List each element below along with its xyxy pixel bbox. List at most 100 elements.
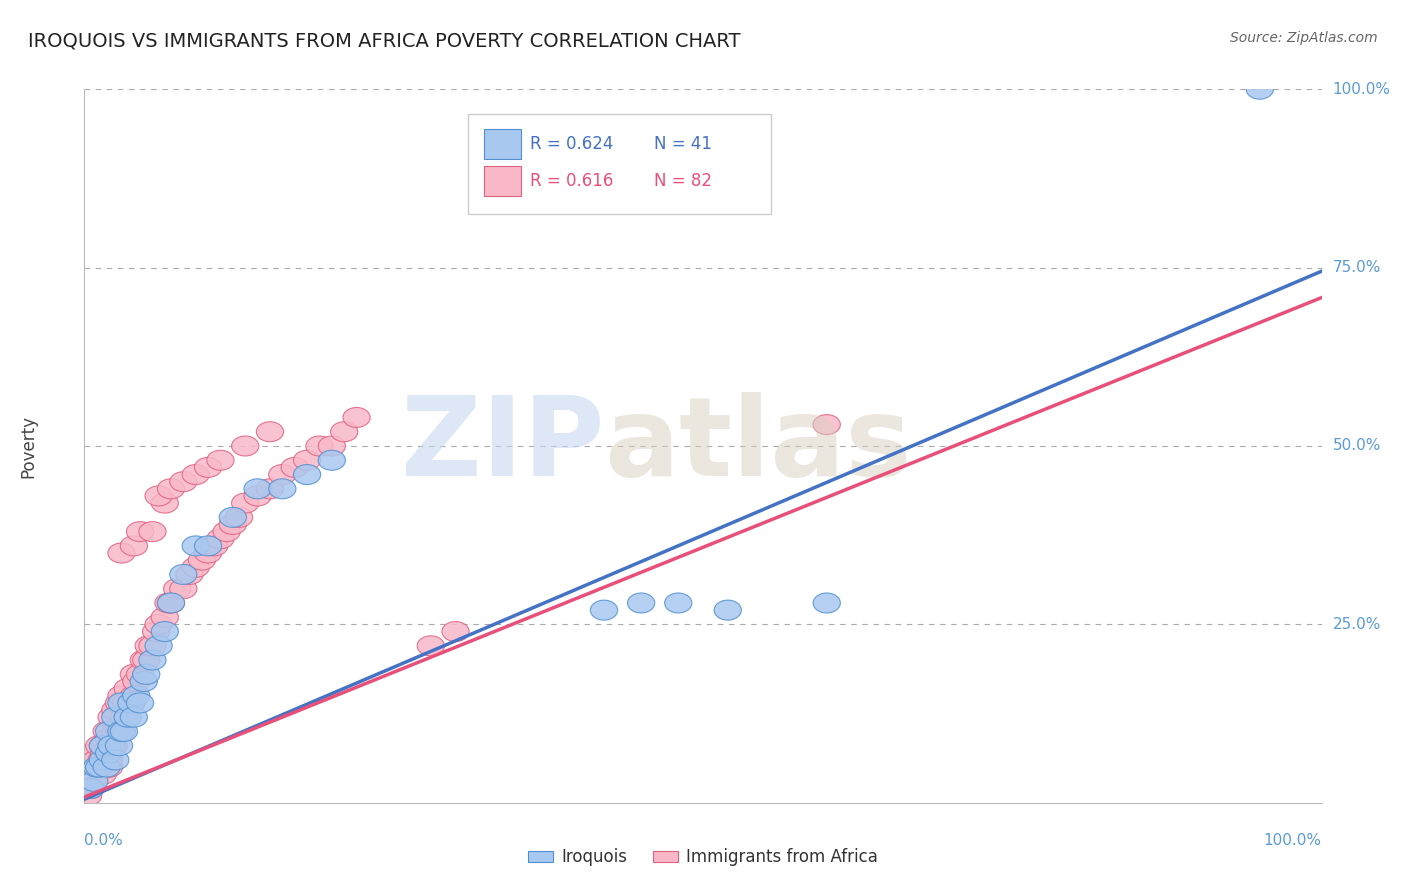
Ellipse shape bbox=[176, 565, 202, 584]
Ellipse shape bbox=[77, 779, 104, 798]
Ellipse shape bbox=[256, 479, 284, 499]
Ellipse shape bbox=[118, 693, 145, 713]
Ellipse shape bbox=[101, 750, 129, 770]
Ellipse shape bbox=[83, 764, 110, 784]
Ellipse shape bbox=[127, 665, 153, 684]
Ellipse shape bbox=[118, 693, 145, 713]
Ellipse shape bbox=[86, 736, 112, 756]
Ellipse shape bbox=[145, 636, 172, 656]
Ellipse shape bbox=[139, 522, 166, 541]
Ellipse shape bbox=[127, 522, 153, 541]
Ellipse shape bbox=[207, 450, 233, 470]
Ellipse shape bbox=[135, 636, 162, 656]
Ellipse shape bbox=[152, 622, 179, 641]
Ellipse shape bbox=[121, 536, 148, 556]
Ellipse shape bbox=[627, 593, 655, 613]
Ellipse shape bbox=[152, 607, 179, 627]
Ellipse shape bbox=[294, 465, 321, 484]
Ellipse shape bbox=[269, 465, 295, 484]
Ellipse shape bbox=[101, 722, 129, 741]
Legend: Iroquois, Immigrants from Africa: Iroquois, Immigrants from Africa bbox=[522, 842, 884, 873]
Ellipse shape bbox=[110, 722, 138, 741]
Ellipse shape bbox=[163, 579, 191, 599]
Ellipse shape bbox=[131, 650, 157, 670]
Ellipse shape bbox=[96, 750, 122, 770]
Ellipse shape bbox=[183, 465, 209, 484]
Ellipse shape bbox=[194, 543, 222, 563]
Ellipse shape bbox=[83, 750, 110, 770]
Bar bbox=[484, 129, 522, 159]
Ellipse shape bbox=[101, 707, 129, 727]
Ellipse shape bbox=[79, 772, 107, 791]
Text: R = 0.616: R = 0.616 bbox=[530, 172, 613, 190]
Ellipse shape bbox=[219, 508, 246, 527]
Ellipse shape bbox=[131, 672, 157, 691]
Ellipse shape bbox=[80, 743, 108, 763]
Ellipse shape bbox=[281, 458, 308, 477]
Ellipse shape bbox=[90, 736, 117, 756]
Ellipse shape bbox=[86, 757, 112, 777]
Ellipse shape bbox=[98, 736, 125, 756]
Text: 50.0%: 50.0% bbox=[1333, 439, 1381, 453]
Text: 0.0%: 0.0% bbox=[84, 833, 124, 848]
Ellipse shape bbox=[105, 736, 132, 756]
Ellipse shape bbox=[441, 622, 470, 641]
Ellipse shape bbox=[665, 593, 692, 613]
Ellipse shape bbox=[152, 493, 179, 513]
Ellipse shape bbox=[170, 472, 197, 491]
Ellipse shape bbox=[194, 536, 222, 556]
Ellipse shape bbox=[127, 693, 153, 713]
Ellipse shape bbox=[256, 422, 284, 442]
Ellipse shape bbox=[108, 543, 135, 563]
Ellipse shape bbox=[90, 743, 118, 763]
Ellipse shape bbox=[170, 579, 197, 599]
Ellipse shape bbox=[105, 693, 132, 713]
Ellipse shape bbox=[245, 486, 271, 506]
Ellipse shape bbox=[157, 593, 184, 613]
Ellipse shape bbox=[83, 757, 110, 777]
Ellipse shape bbox=[90, 736, 117, 756]
Ellipse shape bbox=[183, 558, 209, 577]
Ellipse shape bbox=[813, 593, 841, 613]
Ellipse shape bbox=[121, 665, 148, 684]
Ellipse shape bbox=[77, 764, 104, 784]
Ellipse shape bbox=[108, 686, 135, 706]
Ellipse shape bbox=[207, 529, 233, 549]
Ellipse shape bbox=[145, 486, 172, 506]
Ellipse shape bbox=[714, 600, 741, 620]
Ellipse shape bbox=[269, 479, 295, 499]
Text: 100.0%: 100.0% bbox=[1333, 82, 1391, 96]
Ellipse shape bbox=[232, 493, 259, 513]
Text: N = 82: N = 82 bbox=[654, 172, 711, 190]
Ellipse shape bbox=[155, 593, 183, 613]
Text: 25.0%: 25.0% bbox=[1333, 617, 1381, 632]
Ellipse shape bbox=[89, 750, 115, 770]
Ellipse shape bbox=[77, 779, 104, 798]
Ellipse shape bbox=[1246, 79, 1274, 99]
Text: Source: ZipAtlas.com: Source: ZipAtlas.com bbox=[1230, 31, 1378, 45]
Ellipse shape bbox=[139, 636, 166, 656]
Ellipse shape bbox=[142, 622, 170, 641]
Text: Poverty: Poverty bbox=[20, 415, 38, 477]
Text: 100.0%: 100.0% bbox=[1264, 833, 1322, 848]
Ellipse shape bbox=[132, 650, 160, 670]
Ellipse shape bbox=[93, 722, 121, 741]
Ellipse shape bbox=[225, 508, 253, 527]
Ellipse shape bbox=[101, 700, 129, 720]
Ellipse shape bbox=[100, 736, 128, 756]
Ellipse shape bbox=[813, 415, 841, 434]
Text: IROQUOIS VS IMMIGRANTS FROM AFRICA POVERTY CORRELATION CHART: IROQUOIS VS IMMIGRANTS FROM AFRICA POVER… bbox=[28, 31, 741, 50]
Ellipse shape bbox=[93, 750, 121, 770]
Ellipse shape bbox=[418, 636, 444, 656]
Ellipse shape bbox=[318, 450, 346, 470]
Ellipse shape bbox=[245, 479, 271, 499]
Ellipse shape bbox=[232, 436, 259, 456]
Text: R = 0.624: R = 0.624 bbox=[530, 136, 613, 153]
Ellipse shape bbox=[132, 665, 160, 684]
Ellipse shape bbox=[112, 693, 141, 713]
Ellipse shape bbox=[96, 743, 122, 763]
Ellipse shape bbox=[591, 600, 617, 620]
Ellipse shape bbox=[170, 565, 197, 584]
Ellipse shape bbox=[93, 757, 121, 777]
Ellipse shape bbox=[139, 650, 166, 670]
